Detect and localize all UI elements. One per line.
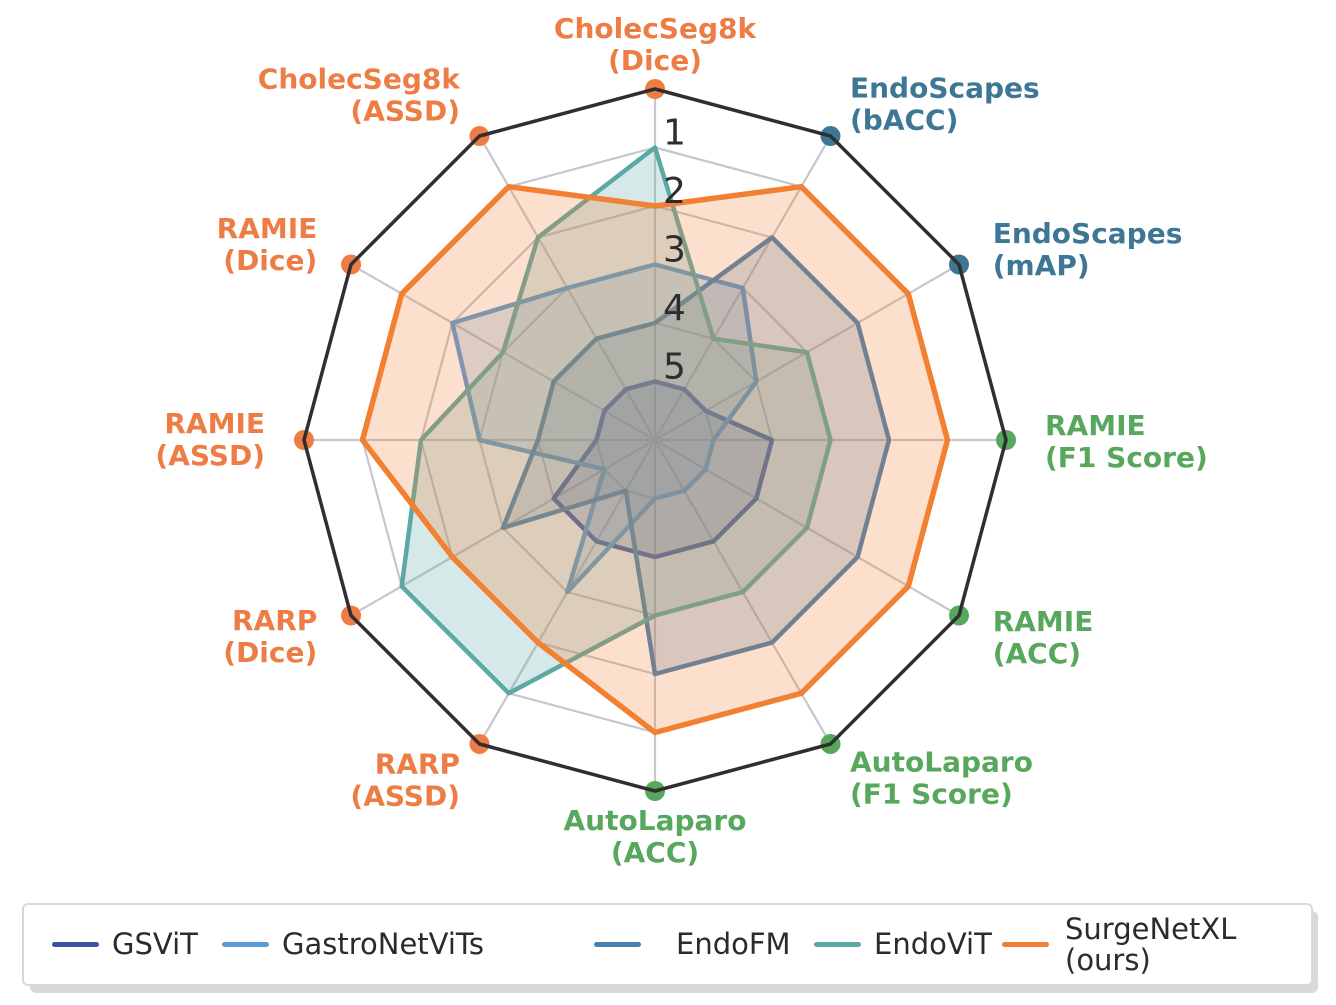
series-polygon-endovit: [399, 145, 833, 696]
legend-item-gastronetvits: GastroNetViTs: [222, 905, 484, 984]
legend-label: EndoFM: [676, 927, 791, 961]
axis-label-ramie-f1-score: (F1 Score): [1045, 441, 1208, 474]
axis-label-autolaparo-f1-score: (F1 Score): [850, 778, 1013, 811]
axis-label-rarp-assd: (ASSD): [350, 780, 460, 813]
legend-item-endofm: EndoFM: [594, 905, 791, 984]
legend-label: EndoViT: [874, 927, 992, 961]
axis-label-rarp-dice: (Dice): [223, 636, 317, 669]
axis-label-autolaparo-f1-score: AutoLaparo: [850, 746, 1033, 779]
legend-line-sample: [1002, 942, 1049, 947]
axis-label-endoscapes-map: (mAP): [993, 249, 1090, 282]
axis-label-endoscapes-map: EndoScapes: [993, 217, 1183, 250]
axis-label-cholecseg8k-dice: (Dice): [608, 44, 702, 77]
axis-label-ramie-dice: RAMIE: [217, 212, 318, 245]
axis-label-cholecseg8k-assd: CholecSeg8k: [258, 62, 462, 95]
legend-line-sample: [52, 942, 99, 947]
axis-label-cholecseg8k-assd: (ASSD): [350, 94, 460, 127]
legend-item-gsvit: GSViT: [52, 905, 198, 984]
axis-label-ramie-assd: (ASSD): [155, 439, 265, 472]
axis-label-rarp-assd: RARP: [375, 748, 460, 781]
legend: GSViT GastroNetViTs EndoFM EndoViT SurgeNetX…: [22, 903, 1313, 986]
series-polygon-gastronetvits: [450, 262, 759, 595]
axis-label-ramie-dice: (Dice): [223, 244, 317, 277]
axis-label-cholecseg8k-dice: CholecSeg8k: [554, 12, 758, 45]
rank-tick-label: 1: [663, 113, 686, 154]
outer-frame: [302, 87, 1008, 793]
series-polygon-gsvit: [551, 379, 775, 560]
axis-label-endoscapes-bacc: (bACC): [850, 103, 958, 136]
axis-label-autolaparo-acc: (ACC): [611, 836, 699, 869]
axis-label-rarp-dice: RARP: [232, 604, 317, 637]
legend-item-endovit: EndoViT: [814, 905, 992, 984]
legend-label: GSViT: [112, 927, 198, 961]
rank-tick-label: 2: [663, 171, 686, 212]
legend-label: SurgeNetXL (ours): [1065, 911, 1237, 977]
series-polygon-endofm: [500, 235, 892, 677]
rank-tick-label: 4: [663, 288, 686, 329]
legend-line-sample: [222, 942, 269, 947]
legend-line-sample: [814, 942, 861, 947]
legend-line-sample: [594, 942, 641, 947]
axis-label-autolaparo-acc: AutoLaparo: [564, 804, 747, 837]
rank-tick-label: 5: [663, 347, 686, 388]
axis-label-endoscapes-bacc: EndoScapes: [850, 71, 1040, 104]
legend-item-surgenetxl-ours-: SurgeNetXL (ours): [1002, 905, 1236, 984]
axis-label-ramie-acc: (ACC): [993, 637, 1081, 670]
axis-label-ramie-f1-score: RAMIE: [1045, 409, 1146, 442]
series-polygon-surgenetxl-ours-: [359, 183, 951, 736]
legend-label: GastroNetViTs: [282, 927, 484, 961]
rank-tick-label: 3: [663, 230, 686, 271]
axis-label-ramie-assd: RAMIE: [164, 407, 265, 440]
axis-label-ramie-acc: RAMIE: [993, 605, 1094, 638]
